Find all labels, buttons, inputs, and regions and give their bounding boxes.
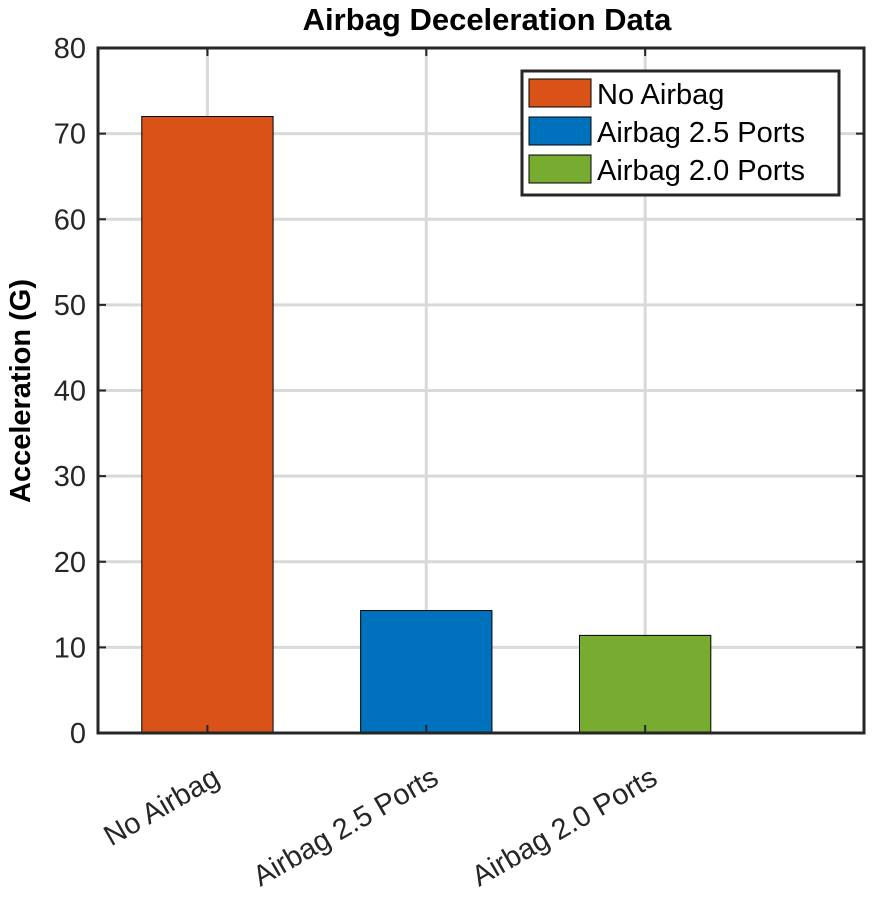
y-tick-label: 50 (54, 290, 86, 322)
bar (141, 116, 274, 734)
x-tick-label: Airbag 2.5 Ports (248, 761, 444, 893)
bar (360, 610, 493, 734)
y-tick-label: 20 (54, 547, 86, 579)
legend-label: Airbag 2.5 Ports (597, 117, 805, 149)
y-axis-label: Acceleration (G) (5, 279, 37, 503)
legend: No Airbag Airbag 2.5 Ports Airbag 2.0 Port… (520, 69, 841, 197)
x-tick-label: No Airbag (99, 761, 225, 852)
y-tick-label: 30 (54, 461, 86, 493)
legend-label: No Airbag (597, 79, 724, 111)
legend-swatch (528, 116, 592, 146)
legend-swatch (528, 154, 592, 184)
y-tick-label: 40 (54, 376, 86, 408)
y-tick-label: 70 (54, 119, 86, 151)
legend-label: Airbag 2.0 Ports (597, 155, 805, 187)
legend-swatch (528, 78, 592, 108)
x-tick-label: Airbag 2.0 Ports (467, 761, 663, 893)
bar (578, 634, 712, 734)
y-tick-label: 0 (70, 718, 86, 750)
y-tick-label: 10 (54, 632, 86, 664)
y-tick-label: 60 (54, 204, 86, 236)
y-tick-label: 80 (54, 33, 86, 65)
chart-title: Airbag Deceleration Data (303, 2, 672, 37)
